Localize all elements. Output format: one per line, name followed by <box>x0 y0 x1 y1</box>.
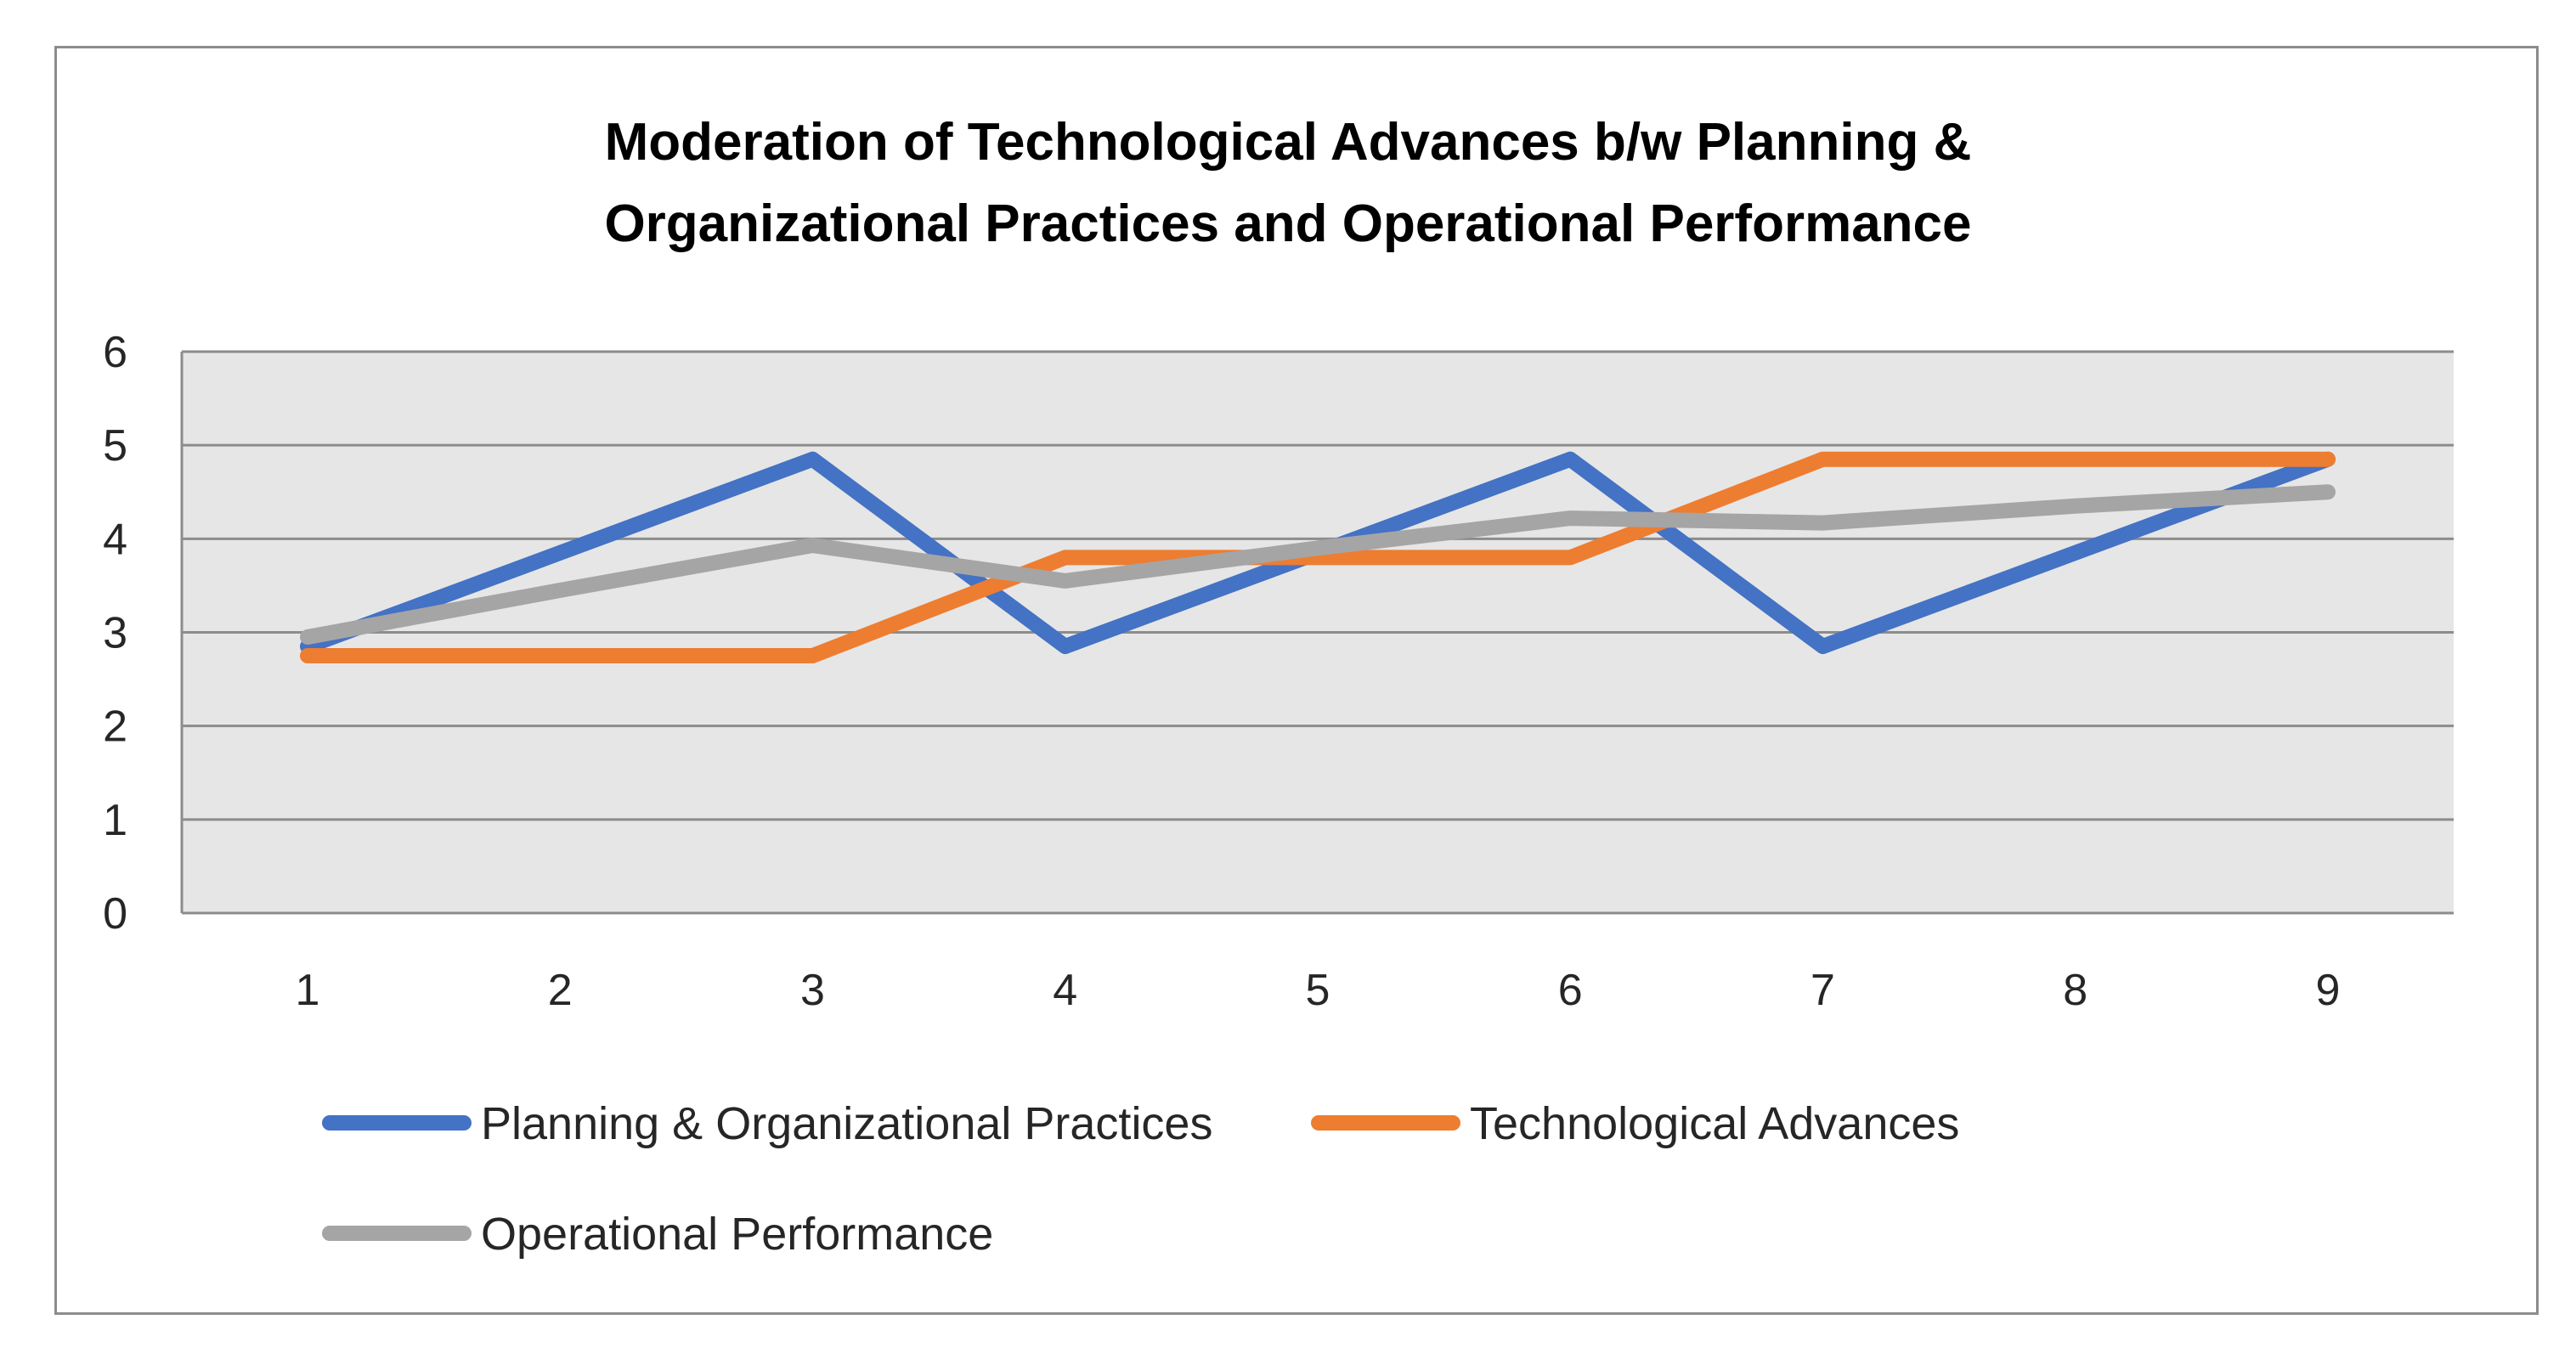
x-tick-label: 3 <box>800 966 825 1015</box>
y-tick-label: 5 <box>103 421 127 471</box>
series-lines <box>300 451 2336 664</box>
legend: Planning & Organizational Practices Techn… <box>322 1098 1959 1260</box>
legend-label-3: Operational Performance <box>481 1209 993 1260</box>
x-tick-label: 1 <box>296 966 320 1015</box>
legend-label-2: Technological Advances <box>1470 1098 1959 1149</box>
x-tick-label: 5 <box>1306 966 1330 1015</box>
x-tick-label: 6 <box>1558 966 1583 1015</box>
y-tick-label: 4 <box>103 515 127 564</box>
x-tick-label: 7 <box>1811 966 1835 1015</box>
x-axis-ticks: 1 2 3 4 5 6 7 8 9 <box>296 966 2341 1015</box>
x-tick-label: 9 <box>2316 966 2341 1015</box>
y-axis-ticks: 0 1 2 3 4 5 6 <box>103 328 127 939</box>
chart-title-line-1: Moderation of Technological Advances b/w… <box>605 113 1972 172</box>
y-tick-label: 1 <box>103 796 127 845</box>
y-tick-label: 0 <box>103 889 127 939</box>
y-tick-label: 2 <box>103 702 127 752</box>
gridlines <box>180 350 2454 915</box>
y-tick-label: 3 <box>103 609 127 658</box>
y-tick-label: 6 <box>103 328 127 377</box>
legend-label-1: Planning & Organizational Practices <box>481 1098 1212 1149</box>
x-tick-label: 2 <box>548 966 573 1015</box>
x-tick-label: 4 <box>1053 966 1077 1015</box>
chart-title-line-2: Organizational Practices and Operational… <box>604 195 1971 253</box>
x-tick-label: 8 <box>2063 966 2087 1015</box>
